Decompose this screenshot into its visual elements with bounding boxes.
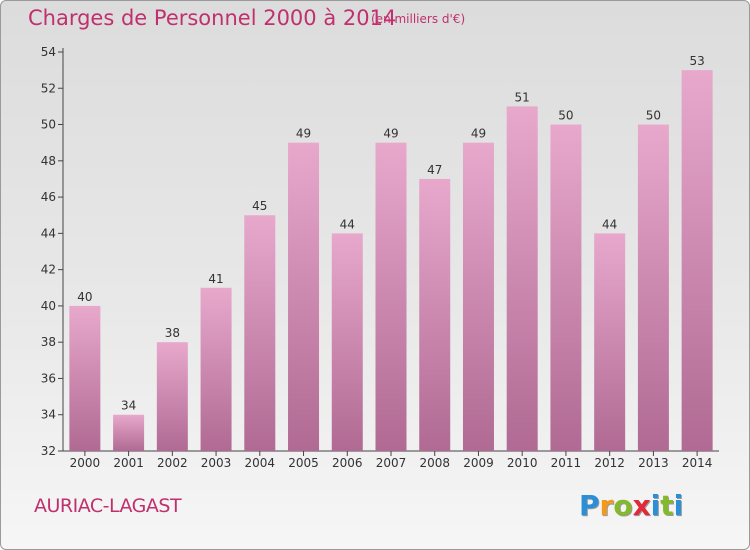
x-tick-label: 2013 — [638, 456, 669, 470]
y-tick-label: 32 — [41, 444, 56, 458]
bar — [419, 178, 451, 452]
logo-letter: i — [650, 489, 661, 522]
data-labels: 40 34 38 41 45 49 44 49 47 49 51 50 44 50 53 — [77, 54, 705, 413]
data-label: 41 — [208, 272, 223, 286]
y-tick-label: 44 — [41, 226, 56, 240]
chart-subtitle: (en milliers d'€) — [371, 12, 466, 26]
y-axis: 32 34 36 38 40 42 44 46 48 50 52 54 — [41, 45, 64, 458]
bar — [637, 124, 669, 451]
commune-name: AURIAC-LAGAST — [34, 495, 182, 517]
logo-letter: r — [599, 489, 614, 522]
data-label: 45 — [252, 199, 267, 213]
x-tick-label: 2008 — [419, 456, 450, 470]
logo-letter: o — [613, 489, 633, 522]
data-label: 44 — [602, 217, 617, 231]
bar — [681, 70, 713, 452]
y-tick-label: 48 — [41, 154, 56, 168]
data-label: 51 — [515, 90, 530, 104]
x-tick-label: 2009 — [463, 456, 494, 470]
logo-letter: i — [673, 489, 684, 522]
bar — [69, 305, 101, 451]
bar — [331, 233, 363, 451]
data-label: 50 — [558, 109, 573, 123]
x-tick-label: 2014 — [682, 456, 713, 470]
data-label: 49 — [383, 127, 398, 141]
bar — [288, 142, 320, 451]
data-label: 44 — [340, 217, 355, 231]
bar — [156, 342, 188, 451]
y-tick-label: 36 — [41, 371, 56, 385]
data-label: 38 — [165, 326, 180, 340]
bar — [113, 414, 145, 451]
x-axis: 2000 2001 2002 2003 2004 2005 2006 2007 2008 2009… — [63, 450, 719, 470]
x-tick-label: 2002 — [157, 456, 188, 470]
bar — [550, 124, 582, 451]
data-label: 47 — [427, 163, 442, 177]
x-tick-label: 2007 — [376, 456, 407, 470]
bar — [244, 215, 276, 451]
x-tick-label: 2006 — [332, 456, 363, 470]
logo-letter: P — [579, 489, 600, 522]
logo-letter: x — [632, 489, 651, 522]
y-tick-label: 34 — [41, 408, 56, 422]
x-tick-label: 2005 — [288, 456, 319, 470]
x-tick-label: 2011 — [551, 456, 582, 470]
y-tick-label: 46 — [41, 190, 56, 204]
bar — [375, 142, 407, 451]
logo-letter: t — [660, 489, 674, 522]
y-tick-label: 42 — [41, 263, 56, 277]
x-tick-label: 2010 — [507, 456, 538, 470]
bar — [594, 233, 626, 451]
data-label: 49 — [471, 127, 486, 141]
y-tick-label: 38 — [41, 335, 56, 349]
data-label: 34 — [121, 399, 136, 413]
x-tick-label: 2003 — [201, 456, 232, 470]
data-label: 49 — [296, 127, 311, 141]
y-tick-label: 50 — [41, 118, 56, 132]
x-tick-label: 2001 — [113, 456, 144, 470]
y-tick-label: 40 — [41, 299, 56, 313]
proxiti-logo: Proxiti — [579, 489, 683, 522]
bar — [506, 106, 538, 451]
data-label: 50 — [646, 109, 661, 123]
x-tick-label: 2012 — [594, 456, 625, 470]
chart-title: Charges de Personnel 2000 à 2014 — [28, 6, 397, 30]
bars — [69, 70, 713, 452]
y-tick-label: 54 — [41, 45, 56, 59]
data-label: 40 — [77, 290, 92, 304]
x-tick-label: 2000 — [70, 456, 101, 470]
bar — [462, 142, 494, 451]
data-label: 53 — [689, 54, 704, 68]
bar — [200, 287, 232, 451]
y-tick-label: 52 — [41, 81, 56, 95]
x-tick-label: 2004 — [245, 456, 276, 470]
